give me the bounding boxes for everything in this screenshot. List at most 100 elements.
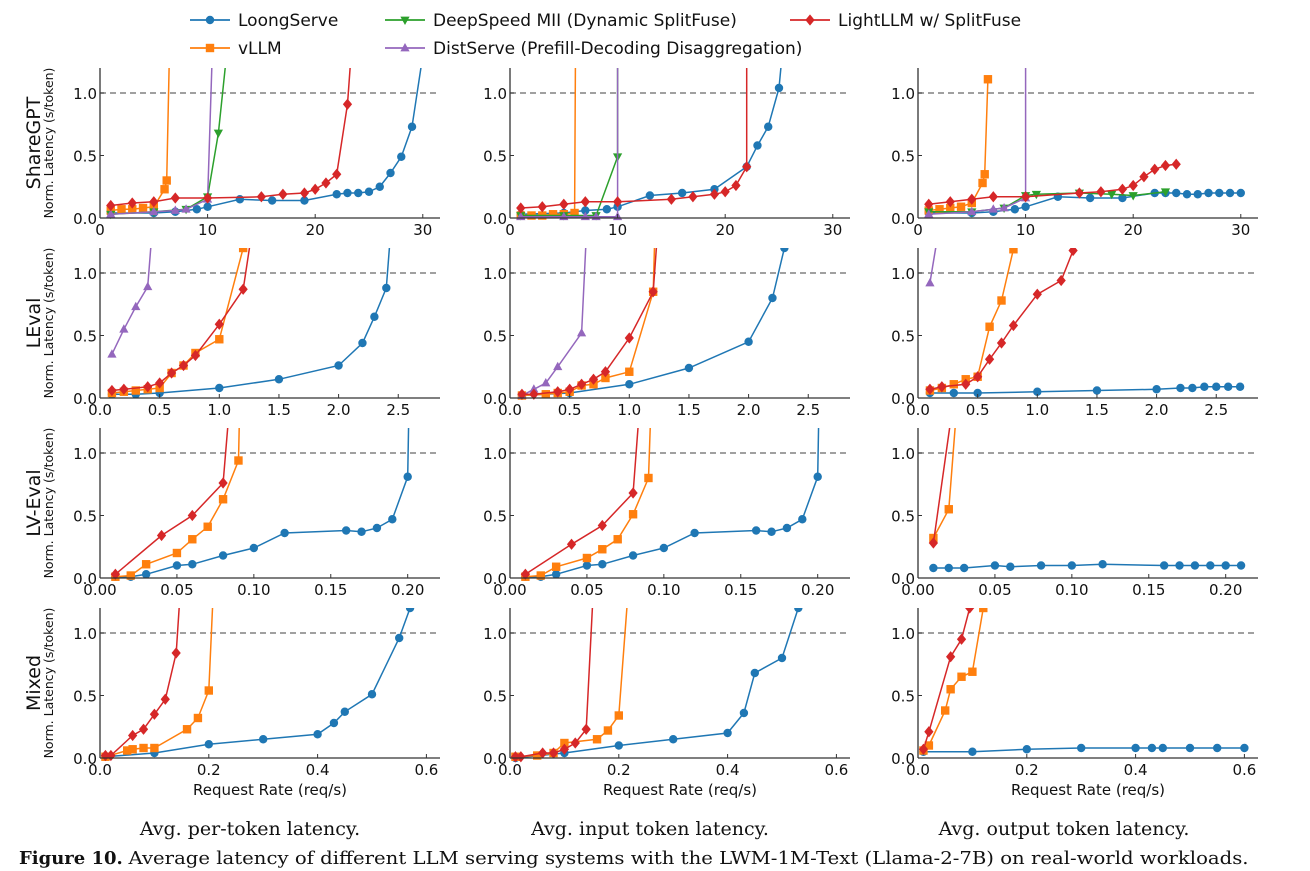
- data-point: [967, 206, 977, 216]
- x-tick-label: 0.0: [498, 401, 522, 419]
- data-point: [407, 122, 417, 131]
- series-line: [928, 79, 989, 212]
- data-point: [945, 196, 955, 208]
- triangle-down-marker-icon: [400, 16, 410, 26]
- data-point: [1182, 190, 1192, 199]
- data-point: [1068, 248, 1078, 257]
- y-tick-label: 0.0: [73, 390, 97, 408]
- legend-label: LoongServe: [238, 11, 338, 31]
- data-point: [1139, 171, 1149, 183]
- data-point: [150, 743, 159, 753]
- data-point: [143, 381, 153, 393]
- data-point: [559, 743, 570, 755]
- data-point: [944, 563, 953, 573]
- data-point: [1092, 386, 1102, 395]
- data-point: [234, 456, 243, 465]
- data-point: [603, 726, 613, 735]
- data-point: [946, 651, 956, 663]
- x-tick-label: 30: [823, 221, 842, 239]
- data-point: [582, 553, 592, 563]
- data-point: [1185, 743, 1195, 753]
- data-point: [677, 188, 687, 198]
- y-axis-label: Norm. Latency (s/token): [41, 68, 56, 219]
- x-tick-label: 1.0: [207, 401, 231, 419]
- y-tick-label: 0.0: [73, 570, 97, 588]
- series-line: [110, 68, 226, 216]
- series-line: [110, 68, 213, 216]
- data-point: [160, 693, 170, 705]
- y-tick-label: 1.0: [73, 85, 97, 103]
- y-tick-label: 0.5: [73, 688, 97, 706]
- data-point: [999, 202, 1009, 212]
- data-point: [1175, 561, 1184, 570]
- y-tick-label: 0.5: [73, 148, 97, 166]
- data-point: [250, 205, 259, 216]
- series-group: [924, 25, 1245, 218]
- x-tick-label: 30: [413, 221, 432, 239]
- data-point: [774, 83, 784, 93]
- subplot: 0.0 0.5 1.0 0 10 20 30: [891, 25, 1258, 239]
- data-point: [1235, 382, 1245, 391]
- x-tick-label: 0.5: [148, 401, 172, 419]
- data-point: [170, 192, 180, 204]
- data-point: [1021, 25, 1030, 33]
- data-point: [980, 170, 989, 179]
- data-point: [625, 380, 634, 389]
- data-point: [321, 177, 331, 189]
- data-point: [651, 206, 659, 214]
- y-tick-label: 0.0: [891, 570, 915, 588]
- data-point: [155, 377, 165, 389]
- y-axis-label: Norm. Latency (s/token): [41, 248, 56, 399]
- y-tick-label: 0.5: [891, 508, 915, 526]
- data-point: [929, 563, 938, 573]
- data-point: [946, 203, 955, 213]
- data-point: [213, 129, 223, 139]
- data-point: [988, 204, 998, 213]
- data-point: [1212, 382, 1221, 391]
- data-point: [1085, 193, 1095, 203]
- data-point: [978, 178, 987, 188]
- data-point: [666, 193, 677, 205]
- data-point: [636, 385, 645, 396]
- series-group: [110, 428, 412, 581]
- data-point: [782, 523, 792, 533]
- data-point: [332, 190, 341, 199]
- x-tick-label: 0.6: [1232, 761, 1256, 779]
- legend-item: LightLLM w/ SplitFuse: [790, 11, 1021, 31]
- figure-caption-text: Average latency of different LLM serving…: [127, 848, 1248, 869]
- series-line: [110, 68, 422, 214]
- data-point: [516, 202, 526, 214]
- data-point: [588, 373, 599, 385]
- data-point: [131, 301, 141, 311]
- series-line: [923, 747, 1245, 753]
- data-point: [127, 197, 137, 209]
- legend-item: DeepSpeed MII (Dynamic SplitFuse): [385, 11, 737, 31]
- data-point: [143, 281, 153, 291]
- data-point: [592, 735, 602, 744]
- data-point: [590, 565, 599, 576]
- data-point: [1200, 382, 1209, 391]
- data-point: [210, 566, 218, 574]
- data-point: [613, 535, 622, 544]
- legend-item: LoongServe: [190, 11, 338, 31]
- data-point: [138, 723, 149, 735]
- data-point: [342, 98, 353, 110]
- data-point: [780, 26, 788, 34]
- x-tick-label: 0.15: [314, 581, 347, 599]
- legend-label: vLLM: [238, 39, 282, 59]
- row-label: ShareGPT: [23, 96, 45, 189]
- series-line: [932, 428, 951, 544]
- column-caption-3: Avg. output token latency.: [938, 818, 1190, 840]
- data-point: [343, 188, 352, 198]
- x-tick-label: 1.5: [677, 401, 701, 419]
- data-point: [171, 647, 181, 659]
- y-tick-label: 0.0: [891, 750, 915, 768]
- data-point: [973, 371, 983, 383]
- x-tick-label: 0.2: [1015, 761, 1039, 779]
- data-point: [529, 388, 539, 400]
- data-point: [1188, 383, 1197, 393]
- data-point: [202, 192, 213, 204]
- x-tick-label: 0.4: [306, 761, 330, 779]
